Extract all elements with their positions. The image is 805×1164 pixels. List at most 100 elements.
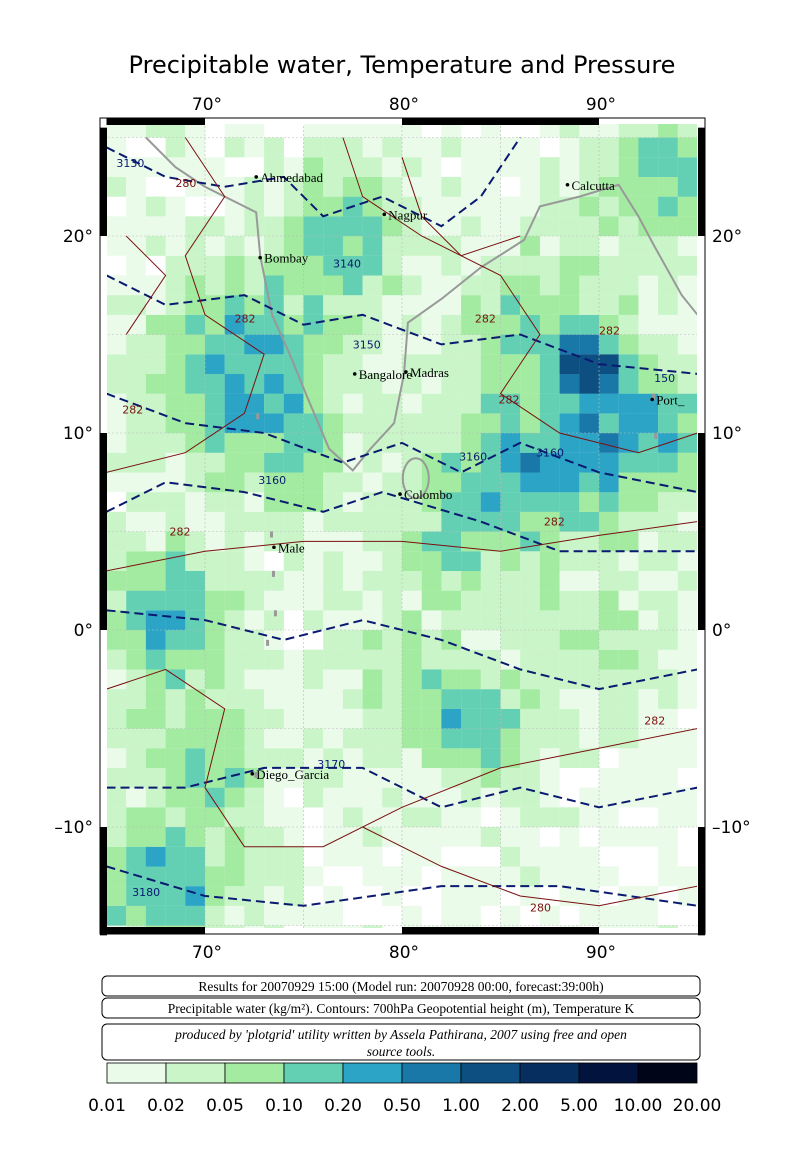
- pixel-cell: [185, 492, 206, 512]
- pixel-cell: [579, 157, 600, 177]
- pixel-cell: [264, 886, 284, 906]
- pixel-cell: [618, 708, 639, 729]
- pixel-cell: [362, 551, 383, 571]
- pixel-cell: [165, 610, 186, 631]
- contour-label: 282: [599, 325, 620, 338]
- pixel-cell: [244, 124, 265, 138]
- pixel-cell: [480, 610, 501, 631]
- colorbar-label: 20.00: [673, 1096, 722, 1116]
- pixel-cell: [224, 334, 245, 355]
- pixel-cell: [283, 373, 304, 394]
- pixel-cell: [126, 531, 146, 552]
- pixel-cell: [126, 373, 146, 394]
- pixel-cell: [224, 787, 245, 808]
- colorbar-segment: [401, 1062, 462, 1084]
- pixel-cell: [559, 511, 580, 532]
- pixel-cell: [165, 886, 186, 906]
- pixel-cell: [461, 807, 481, 828]
- info-box: [101, 997, 701, 1019]
- pixel-cell: [402, 610, 422, 631]
- pixel-cell: [382, 669, 403, 690]
- pixel-cell: [205, 472, 225, 493]
- pixel-cell: [421, 236, 442, 256]
- pixel-cell: [264, 236, 284, 256]
- pixel-cell: [205, 630, 225, 650]
- pixel-cell: [224, 354, 245, 374]
- pixel-cell: [599, 728, 619, 749]
- pixel-cell: [677, 590, 697, 611]
- pixel-cell: [402, 846, 422, 867]
- colorbar-segment: [519, 1062, 580, 1084]
- pixel-cell: [638, 295, 659, 315]
- pixel-cell: [382, 137, 403, 158]
- pixel-cell: [107, 354, 127, 374]
- pixel-cell: [185, 157, 206, 177]
- lon-label: 80°: [389, 95, 419, 115]
- pixel-cell: [579, 748, 600, 768]
- pixel-cell: [677, 137, 697, 158]
- pixel-cell: [323, 373, 343, 394]
- pixel-cell: [638, 767, 659, 788]
- contour-label: 280: [530, 902, 551, 915]
- pixel-cell: [441, 728, 462, 749]
- pixel-cell: [480, 551, 501, 571]
- pixel-cell: [264, 748, 284, 768]
- pixel-cell: [126, 905, 146, 926]
- pixel-cell: [421, 787, 442, 808]
- pixel-cell: [618, 492, 639, 512]
- pixel-cell: [165, 137, 186, 158]
- pixel-cell: [638, 689, 659, 709]
- pixel-cell: [205, 649, 225, 670]
- pixel-cell: [323, 314, 343, 335]
- pixel-cell: [500, 866, 521, 887]
- pixel-cell: [579, 728, 600, 749]
- pixel-cell: [126, 511, 146, 532]
- lon-label: 70°: [192, 943, 222, 963]
- pixel-cell: [520, 236, 540, 256]
- pixel-cell: [618, 669, 639, 690]
- pixel-cell: [421, 570, 442, 591]
- pixel-cell: [107, 846, 127, 867]
- pixel-cell: [402, 393, 422, 414]
- pixel-cell: [658, 176, 678, 197]
- pixel-cell: [323, 787, 343, 808]
- map-area: [107, 124, 697, 928]
- pixel-cell: [500, 196, 521, 217]
- pixel-cell: [539, 176, 560, 197]
- pixel-cell: [677, 373, 697, 394]
- pixel-cell: [145, 393, 166, 414]
- frame-bar: [698, 127, 705, 236]
- pixel-cell: [480, 433, 501, 453]
- pixel-cell: [145, 334, 166, 355]
- pixel-cell: [539, 492, 560, 512]
- pixel-cell: [658, 531, 678, 552]
- pixel-cell: [283, 433, 304, 453]
- pixel-cell: [599, 137, 619, 158]
- pixel-cell: [362, 610, 383, 631]
- pixel-cell: [205, 452, 225, 473]
- pixel-cell: [283, 531, 304, 552]
- pixel-cell: [559, 452, 580, 473]
- pixel-cell: [421, 669, 442, 690]
- pixel-cell: [126, 413, 146, 434]
- pixel-cell: [461, 531, 481, 552]
- pixel-cell: [461, 669, 481, 690]
- city-label: Calcutta: [571, 178, 615, 193]
- pixel-cell: [500, 334, 521, 355]
- pixel-cell: [520, 157, 540, 177]
- pixel-cell: [264, 196, 284, 217]
- pixel-cell: [500, 570, 521, 591]
- pixel-cell: [165, 630, 186, 650]
- pixel-cell: [185, 649, 206, 670]
- pixel-cell: [126, 176, 146, 197]
- pixel-cell: [244, 236, 265, 256]
- pixel-cell: [599, 314, 619, 335]
- pixel-cell: [107, 334, 127, 355]
- pixel-cell: [658, 373, 678, 394]
- pixel-cell: [500, 531, 521, 552]
- pixel-cell: [165, 570, 186, 591]
- pixel-cell: [579, 511, 600, 532]
- pixel-cell: [165, 708, 186, 729]
- pixel-cell: [323, 748, 343, 768]
- pixel-cell: [107, 590, 127, 611]
